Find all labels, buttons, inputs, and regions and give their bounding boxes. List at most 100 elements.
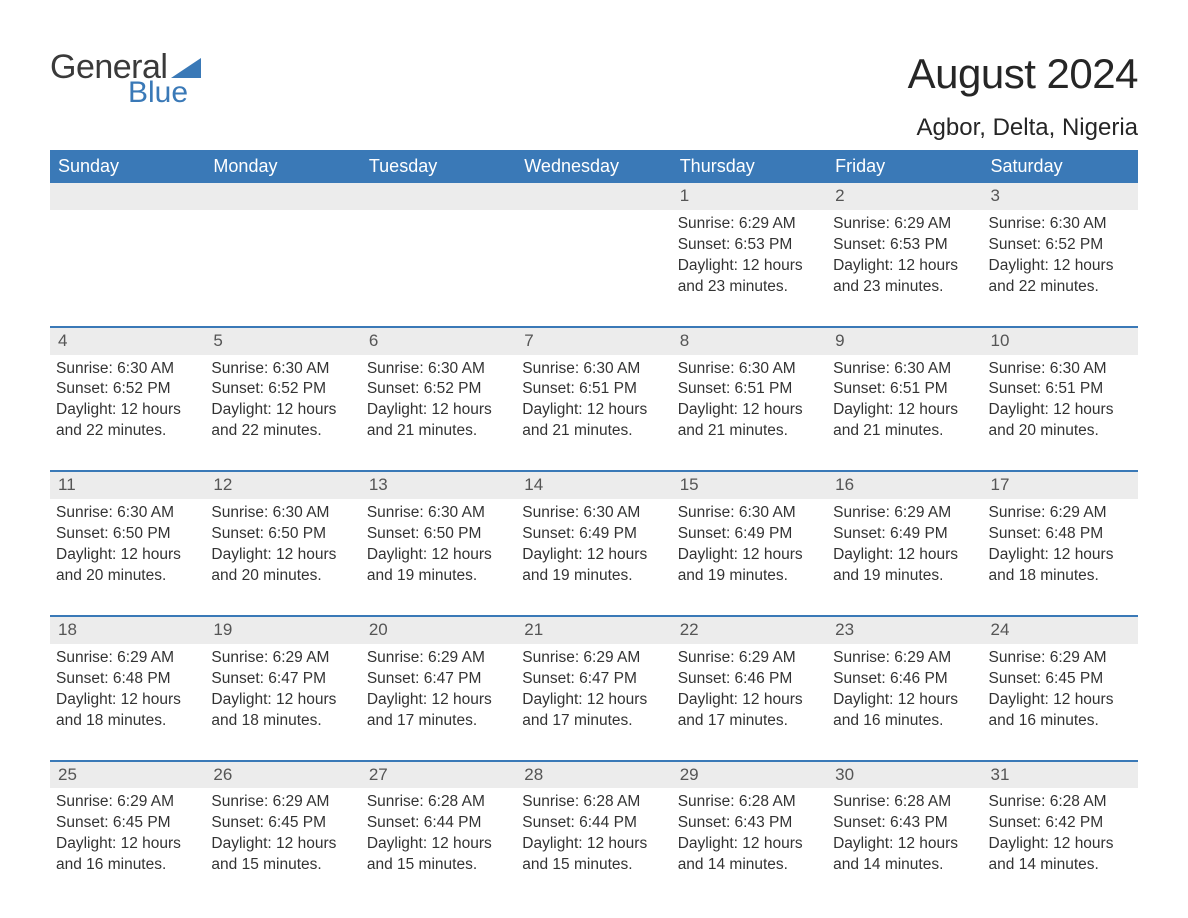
sunset-text: Sunset: 6:45 PM xyxy=(56,813,199,834)
sunrise-text: Sunrise: 6:30 AM xyxy=(989,214,1132,235)
empty-day-bar xyxy=(361,183,516,210)
calendar-week-row: 25Sunrise: 6:29 AMSunset: 6:45 PMDayligh… xyxy=(50,760,1138,905)
calendar-day-cell: 8Sunrise: 6:30 AMSunset: 6:51 PMDaylight… xyxy=(672,326,827,471)
day-number: 22 xyxy=(672,615,827,644)
weekday-header: Saturday xyxy=(983,150,1138,183)
sunset-text: Sunset: 6:52 PM xyxy=(367,379,510,400)
weekday-header: Sunday xyxy=(50,150,205,183)
sunset-text: Sunset: 6:45 PM xyxy=(989,669,1132,690)
daylight-text: Daylight: 12 hours and 14 minutes. xyxy=(833,834,976,876)
day-number: 25 xyxy=(50,760,205,789)
day-number: 5 xyxy=(205,326,360,355)
calendar-day-cell: 27Sunrise: 6:28 AMSunset: 6:44 PMDayligh… xyxy=(361,760,516,905)
daylight-text: Daylight: 12 hours and 15 minutes. xyxy=(367,834,510,876)
sunset-text: Sunset: 6:52 PM xyxy=(211,379,354,400)
sunrise-text: Sunrise: 6:29 AM xyxy=(833,503,976,524)
calendar-day-cell: 16Sunrise: 6:29 AMSunset: 6:49 PMDayligh… xyxy=(827,470,982,615)
weekday-header: Tuesday xyxy=(361,150,516,183)
daylight-text: Daylight: 12 hours and 16 minutes. xyxy=(833,690,976,732)
daylight-text: Daylight: 12 hours and 20 minutes. xyxy=(56,545,199,587)
calendar-day-cell xyxy=(50,183,205,326)
day-number: 13 xyxy=(361,470,516,499)
sunrise-text: Sunrise: 6:29 AM xyxy=(989,503,1132,524)
sunrise-text: Sunrise: 6:29 AM xyxy=(833,214,976,235)
weekday-header: Monday xyxy=(205,150,360,183)
calendar-week-row: 11Sunrise: 6:30 AMSunset: 6:50 PMDayligh… xyxy=(50,470,1138,615)
day-number: 1 xyxy=(672,183,827,210)
calendar-day-cell: 21Sunrise: 6:29 AMSunset: 6:47 PMDayligh… xyxy=(516,615,671,760)
sunrise-text: Sunrise: 6:30 AM xyxy=(211,359,354,380)
calendar-day-cell: 28Sunrise: 6:28 AMSunset: 6:44 PMDayligh… xyxy=(516,760,671,905)
day-number: 24 xyxy=(983,615,1138,644)
weekday-header: Wednesday xyxy=(516,150,671,183)
sunrise-text: Sunrise: 6:29 AM xyxy=(678,648,821,669)
sunrise-text: Sunrise: 6:30 AM xyxy=(56,503,199,524)
calendar-day-cell: 11Sunrise: 6:30 AMSunset: 6:50 PMDayligh… xyxy=(50,470,205,615)
sunrise-text: Sunrise: 6:30 AM xyxy=(989,359,1132,380)
daylight-text: Daylight: 12 hours and 16 minutes. xyxy=(56,834,199,876)
day-number: 21 xyxy=(516,615,671,644)
day-number: 20 xyxy=(361,615,516,644)
day-number: 17 xyxy=(983,470,1138,499)
empty-day-bar xyxy=(516,183,671,210)
page-header: General Blue August 2024 Agbor, Delta, N… xyxy=(50,50,1138,142)
day-number: 10 xyxy=(983,326,1138,355)
sunset-text: Sunset: 6:42 PM xyxy=(989,813,1132,834)
calendar-day-cell xyxy=(361,183,516,326)
calendar-day-cell: 23Sunrise: 6:29 AMSunset: 6:46 PMDayligh… xyxy=(827,615,982,760)
daylight-text: Daylight: 12 hours and 19 minutes. xyxy=(833,545,976,587)
daylight-text: Daylight: 12 hours and 21 minutes. xyxy=(833,400,976,442)
calendar-day-cell: 12 Sunrise: 6:30 AMSunset: 6:50 PMDayligh… xyxy=(205,470,360,615)
daylight-text: Daylight: 12 hours and 20 minutes. xyxy=(211,545,354,587)
calendar-day-cell: 31Sunrise: 6:28 AMSunset: 6:42 PMDayligh… xyxy=(983,760,1138,905)
daylight-text: Daylight: 12 hours and 15 minutes. xyxy=(211,834,354,876)
day-number: 6 xyxy=(361,326,516,355)
logo-triangle-icon xyxy=(171,58,201,78)
sunrise-text: Sunrise: 6:28 AM xyxy=(989,792,1132,813)
calendar-day-cell: 19Sunrise: 6:29 AMSunset: 6:47 PMDayligh… xyxy=(205,615,360,760)
calendar-table: SundayMondayTuesdayWednesdayThursdayFrid… xyxy=(50,150,1138,904)
day-number: 28 xyxy=(516,760,671,789)
sunrise-text: Sunrise: 6:29 AM xyxy=(211,792,354,813)
day-number: 30 xyxy=(827,760,982,789)
sunset-text: Sunset: 6:46 PM xyxy=(833,669,976,690)
sunset-text: Sunset: 6:48 PM xyxy=(989,524,1132,545)
empty-day-bar xyxy=(50,183,205,210)
calendar-week-row: 1Sunrise: 6:29 AMSunset: 6:53 PMDaylight… xyxy=(50,183,1138,326)
calendar-day-cell: 5Sunrise: 6:30 AMSunset: 6:52 PMDaylight… xyxy=(205,326,360,471)
day-number: 3 xyxy=(983,183,1138,210)
daylight-text: Daylight: 12 hours and 19 minutes. xyxy=(367,545,510,587)
weekday-header: Thursday xyxy=(672,150,827,183)
sunset-text: Sunset: 6:50 PM xyxy=(211,524,354,545)
sunset-text: Sunset: 6:49 PM xyxy=(678,524,821,545)
calendar-day-cell: 2Sunrise: 6:29 AMSunset: 6:53 PMDaylight… xyxy=(827,183,982,326)
sunrise-text: Sunrise: 6:29 AM xyxy=(678,214,821,235)
daylight-text: Daylight: 12 hours and 14 minutes. xyxy=(989,834,1132,876)
daylight-text: Daylight: 12 hours and 15 minutes. xyxy=(522,834,665,876)
sunset-text: Sunset: 6:44 PM xyxy=(522,813,665,834)
calendar-day-cell: 18Sunrise: 6:29 AMSunset: 6:48 PMDayligh… xyxy=(50,615,205,760)
daylight-text: Daylight: 12 hours and 20 minutes. xyxy=(989,400,1132,442)
daylight-text: Daylight: 12 hours and 16 minutes. xyxy=(989,690,1132,732)
calendar-day-cell: 1Sunrise: 6:29 AMSunset: 6:53 PMDaylight… xyxy=(672,183,827,326)
daylight-text: Daylight: 12 hours and 14 minutes. xyxy=(678,834,821,876)
sunrise-text: Sunrise: 6:30 AM xyxy=(211,503,354,524)
sunset-text: Sunset: 6:43 PM xyxy=(833,813,976,834)
location-text: Agbor, Delta, Nigeria xyxy=(908,114,1138,142)
logo-text-blue: Blue xyxy=(128,78,201,108)
day-number: 2 xyxy=(827,183,982,210)
sunset-text: Sunset: 6:51 PM xyxy=(989,379,1132,400)
sunset-text: Sunset: 6:49 PM xyxy=(522,524,665,545)
calendar-day-cell: 20Sunrise: 6:29 AMSunset: 6:47 PMDayligh… xyxy=(361,615,516,760)
calendar-week-row: 18 Sunrise: 6:29 AM Sunset: 6:48 PM Dayligh… xyxy=(50,615,1138,760)
day-number: 12 xyxy=(205,470,360,499)
sunrise-text: Sunrise: 6:30 AM xyxy=(522,503,665,524)
daylight-text: Daylight: 12 hours and 23 minutes. xyxy=(833,256,976,298)
calendar-day-cell xyxy=(516,183,671,326)
daylight-text: Daylight: 12 hours and 21 minutes. xyxy=(522,400,665,442)
sunrise-text: Sunrise: 6:28 AM xyxy=(833,792,976,813)
day-number: 18 xyxy=(50,615,205,644)
calendar-day-cell: 15Sunrise: 6:30 AMSunset: 6:49 PMDayligh… xyxy=(672,470,827,615)
sunset-text: Sunset: 6:51 PM xyxy=(522,379,665,400)
sunset-text: Sunset: 6:48 PM xyxy=(56,669,199,690)
